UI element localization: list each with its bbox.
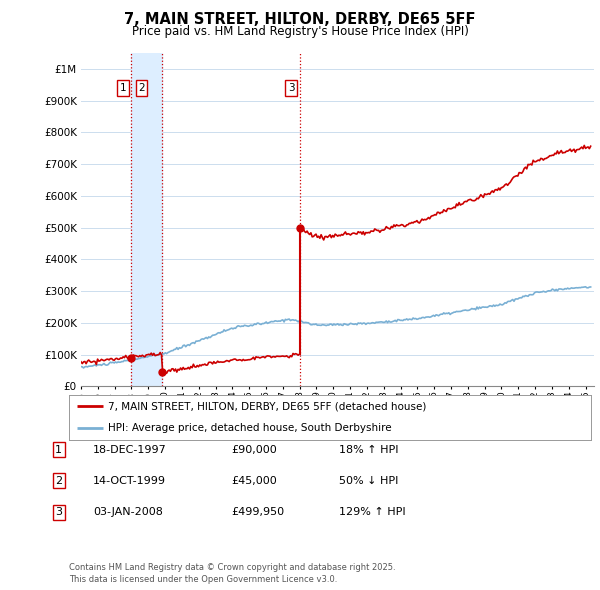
Text: 7, MAIN STREET, HILTON, DERBY, DE65 5FF (detached house): 7, MAIN STREET, HILTON, DERBY, DE65 5FF …: [108, 401, 427, 411]
Text: Price paid vs. HM Land Registry's House Price Index (HPI): Price paid vs. HM Land Registry's House …: [131, 25, 469, 38]
Text: 3: 3: [55, 507, 62, 517]
Text: 2: 2: [138, 83, 145, 93]
Text: 50% ↓ HPI: 50% ↓ HPI: [339, 476, 398, 486]
Text: Contains HM Land Registry data © Crown copyright and database right 2025.
This d: Contains HM Land Registry data © Crown c…: [69, 563, 395, 584]
Text: 3: 3: [288, 83, 295, 93]
Text: £90,000: £90,000: [231, 445, 277, 454]
Text: 18-DEC-1997: 18-DEC-1997: [93, 445, 167, 454]
Text: £499,950: £499,950: [231, 507, 284, 517]
Text: 129% ↑ HPI: 129% ↑ HPI: [339, 507, 406, 517]
Text: 1: 1: [55, 445, 62, 454]
Text: 1: 1: [120, 83, 127, 93]
Text: 18% ↑ HPI: 18% ↑ HPI: [339, 445, 398, 454]
Text: 2: 2: [55, 476, 62, 486]
Text: £45,000: £45,000: [231, 476, 277, 486]
Text: 03-JAN-2008: 03-JAN-2008: [93, 507, 163, 517]
Text: 7, MAIN STREET, HILTON, DERBY, DE65 5FF: 7, MAIN STREET, HILTON, DERBY, DE65 5FF: [124, 12, 476, 27]
Text: 14-OCT-1999: 14-OCT-1999: [93, 476, 166, 486]
Text: HPI: Average price, detached house, South Derbyshire: HPI: Average price, detached house, Sout…: [108, 424, 392, 434]
Bar: [131, 53, 161, 386]
